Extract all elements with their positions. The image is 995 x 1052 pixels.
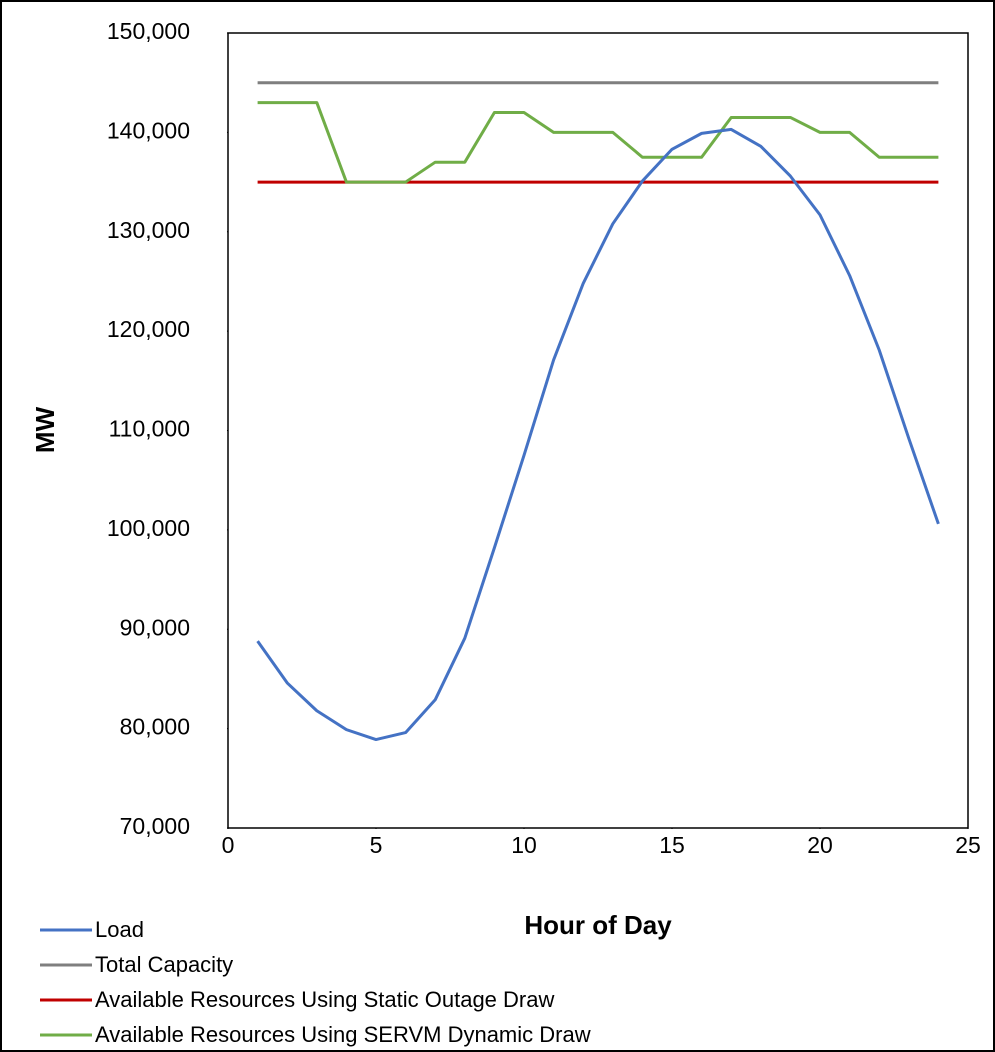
y-tick-label: 120,000	[107, 316, 190, 342]
y-tick-label: 150,000	[107, 18, 190, 44]
legend-label: Available Resources Using Static Outage …	[95, 987, 554, 1012]
y-tick-label: 90,000	[120, 614, 190, 640]
y-tick-label: 110,000	[109, 416, 190, 442]
legend-label: Available Resources Using SERVM Dynamic …	[95, 1022, 591, 1047]
legend-label: Total Capacity	[95, 952, 233, 977]
y-tick-label: 140,000	[107, 117, 190, 143]
y-tick-label: 130,000	[107, 217, 190, 243]
x-tick-label: 10	[511, 832, 537, 858]
y-tick-label: 80,000	[120, 714, 190, 740]
y-tick-label: 100,000	[107, 515, 190, 541]
x-tick-label: 25	[955, 832, 981, 858]
series-line	[256, 127, 940, 742]
series-line	[257, 101, 939, 184]
x-tick-label: 15	[659, 832, 685, 858]
y-tick-label: 70,000	[120, 813, 190, 839]
legend-label: Load	[95, 917, 144, 942]
x-axis-title: Hour of Day	[524, 910, 672, 940]
x-tick-label: 0	[222, 832, 235, 858]
y-axis-title: MW	[30, 406, 60, 453]
x-tick-label: 5	[370, 832, 383, 858]
x-tick-label: 20	[807, 832, 833, 858]
